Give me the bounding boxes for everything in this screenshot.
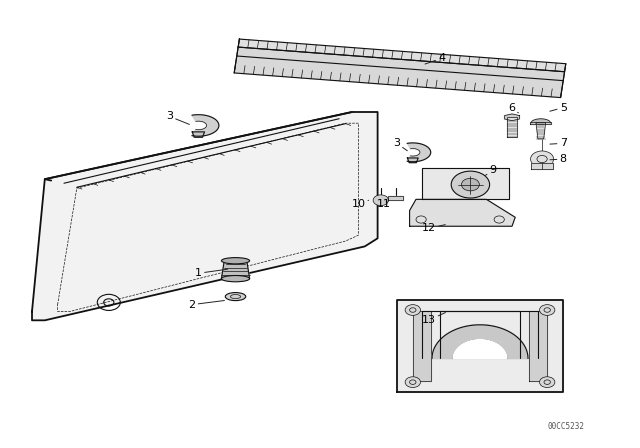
- Polygon shape: [504, 114, 520, 121]
- Circle shape: [405, 377, 420, 388]
- Text: 4: 4: [425, 53, 445, 64]
- Polygon shape: [422, 325, 538, 358]
- Circle shape: [531, 151, 554, 167]
- Polygon shape: [432, 325, 528, 358]
- Polygon shape: [388, 196, 403, 200]
- Polygon shape: [507, 117, 517, 137]
- Polygon shape: [536, 123, 545, 139]
- Text: 12: 12: [422, 224, 445, 233]
- Polygon shape: [529, 311, 547, 381]
- Polygon shape: [32, 112, 378, 320]
- Polygon shape: [531, 119, 550, 123]
- Text: 7: 7: [550, 138, 567, 148]
- Polygon shape: [397, 300, 563, 392]
- Polygon shape: [422, 168, 509, 199]
- Text: 3: 3: [166, 112, 189, 125]
- Polygon shape: [238, 39, 566, 72]
- Polygon shape: [234, 47, 564, 98]
- Text: 8: 8: [550, 154, 567, 164]
- Text: 00CC5232: 00CC5232: [548, 422, 585, 431]
- Text: 2: 2: [188, 300, 225, 310]
- Circle shape: [451, 171, 490, 198]
- Circle shape: [461, 178, 479, 191]
- Polygon shape: [531, 163, 553, 169]
- Polygon shape: [192, 132, 205, 137]
- Text: 9: 9: [486, 165, 497, 175]
- Polygon shape: [407, 143, 431, 162]
- Polygon shape: [192, 115, 219, 136]
- Polygon shape: [453, 340, 507, 358]
- Circle shape: [540, 377, 555, 388]
- Ellipse shape: [221, 258, 250, 264]
- Ellipse shape: [225, 293, 246, 301]
- Text: 6: 6: [509, 103, 518, 113]
- Circle shape: [540, 305, 555, 315]
- Polygon shape: [530, 122, 551, 124]
- Polygon shape: [410, 199, 515, 226]
- Circle shape: [405, 305, 420, 315]
- Text: 11: 11: [377, 199, 391, 209]
- Text: 5: 5: [550, 103, 566, 112]
- Circle shape: [373, 195, 388, 206]
- Text: 13: 13: [422, 313, 445, 325]
- Ellipse shape: [221, 276, 250, 282]
- Text: 1: 1: [195, 268, 228, 278]
- Polygon shape: [413, 311, 431, 381]
- Text: 10: 10: [351, 199, 369, 209]
- Text: 3: 3: [394, 138, 407, 151]
- Polygon shape: [408, 158, 418, 163]
- Polygon shape: [221, 261, 250, 279]
